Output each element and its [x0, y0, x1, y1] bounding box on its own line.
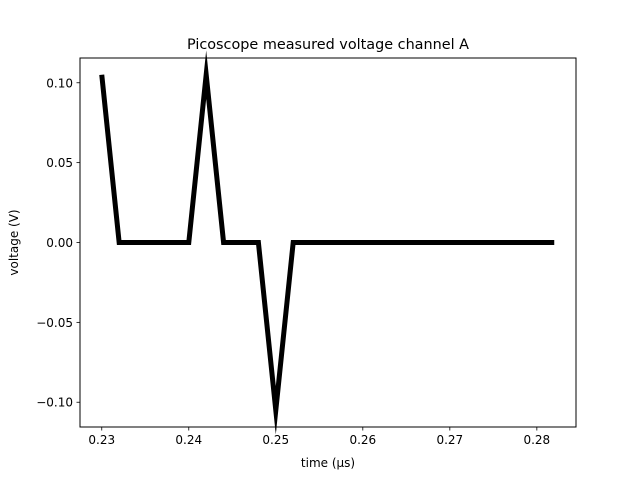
y-axis-ticks: 0.10 0.05 0.00 −0.05 −0.10: [36, 76, 80, 410]
y-tick-label: 0.05: [46, 156, 73, 170]
x-tick-label: 0.27: [436, 433, 463, 447]
voltage-series-line: [99, 50, 555, 435]
plot-area-frame: [79, 57, 577, 428]
y-tick-label: −0.05: [36, 316, 73, 330]
x-axis-ticks: 0.23 0.24 0.25 0.26 0.27 0.28: [88, 427, 550, 447]
x-tick-label: 0.26: [349, 433, 376, 447]
x-axis-label: time (µs): [301, 456, 355, 470]
y-tick-label: 0.00: [46, 236, 73, 250]
y-tick-label: 0.10: [46, 76, 73, 90]
x-tick-label: 0.23: [88, 433, 115, 447]
chart-title: Picoscope measured voltage channel A: [187, 37, 469, 53]
series-layer: [99, 50, 555, 435]
y-tick-label: −0.10: [36, 396, 73, 410]
x-tick-label: 0.24: [175, 433, 202, 447]
x-tick-label: 0.28: [523, 433, 550, 447]
y-axis-label: voltage (V): [7, 209, 21, 275]
x-tick-label: 0.25: [262, 433, 289, 447]
